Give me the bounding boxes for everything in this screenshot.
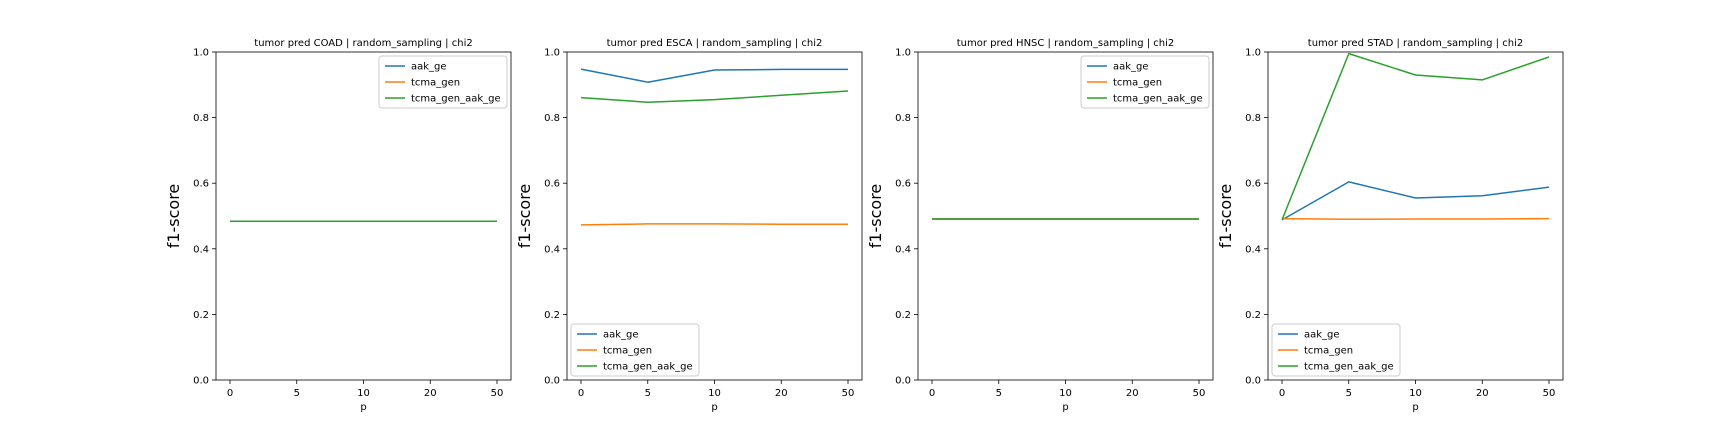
y-tick-label: 0.6 bbox=[1245, 179, 1261, 190]
y-tick-label: 0.2 bbox=[544, 310, 560, 321]
chart-title: tumor pred HNSC | random_sampling | chi2 bbox=[957, 38, 1175, 49]
legend-box bbox=[1080, 55, 1210, 109]
legend-label: aak_ge bbox=[1304, 330, 1340, 341]
x-tick-label: 20 bbox=[1476, 388, 1489, 399]
y-tick-label: 0.0 bbox=[193, 376, 209, 387]
legend-label: tcma_gen bbox=[411, 78, 460, 89]
x-tick-label: 5 bbox=[645, 388, 651, 399]
legend-label: tcma_gen_aak_ge bbox=[411, 94, 501, 105]
legend-label: tcma_gen_aak_ge bbox=[1304, 362, 1394, 373]
y-tick-label: 1.0 bbox=[895, 48, 911, 59]
legend-box bbox=[1271, 323, 1401, 377]
x-tick-label: 20 bbox=[424, 388, 437, 399]
x-tick-label: 20 bbox=[1126, 388, 1139, 399]
x-axis-label: p bbox=[711, 402, 717, 413]
x-axis-label: p bbox=[1412, 402, 1418, 413]
x-tick-label: 10 bbox=[1059, 388, 1072, 399]
legend-label: aak_ge bbox=[1113, 62, 1149, 73]
legend-label: aak_ge bbox=[603, 330, 639, 341]
legend-label: tcma_gen_aak_ge bbox=[1113, 94, 1203, 105]
chart-title: tumor pred STAD | random_sampling | chi2 bbox=[1308, 38, 1523, 49]
x-tick-label: 5 bbox=[996, 388, 1002, 399]
x-tick-label: 10 bbox=[708, 388, 721, 399]
legend-label: tcma_gen bbox=[1113, 78, 1162, 89]
y-axis-label: f1-score bbox=[515, 184, 534, 249]
y-axis-label: f1-score bbox=[866, 184, 885, 249]
y-tick-label: 0.8 bbox=[895, 113, 911, 124]
subplot-3: tumor pred HNSC | random_sampling | chi2… bbox=[866, 38, 1214, 413]
legend-box bbox=[378, 55, 508, 109]
x-tick-label: 0 bbox=[1279, 388, 1285, 399]
legend-label: tcma_gen_aak_ge bbox=[603, 362, 693, 373]
x-tick-label: 0 bbox=[578, 388, 584, 399]
subplot-4: tumor pred STAD | random_sampling | chi2… bbox=[1216, 38, 1564, 413]
legend-label: tcma_gen bbox=[603, 346, 652, 357]
series-line-tcma_gen bbox=[1281, 217, 1550, 221]
x-tick-label: 50 bbox=[842, 388, 855, 399]
x-tick-label: 20 bbox=[775, 388, 788, 399]
legend: aak_ge tcma_gen tcma_gen_aak_ge bbox=[1271, 323, 1401, 377]
y-axis-label: f1-score bbox=[1216, 184, 1235, 249]
subplot-1: tumor pred COAD | random_sampling | chi2… bbox=[164, 38, 512, 413]
x-tick-label: 50 bbox=[1193, 388, 1206, 399]
legend: aak_ge tcma_gen tcma_gen_aak_ge bbox=[378, 55, 508, 109]
y-tick-label: 0.6 bbox=[895, 179, 911, 190]
chart-title: tumor pred ESCA | random_sampling | chi2 bbox=[607, 38, 823, 49]
subplot-2: tumor pred ESCA | random_sampling | chi2… bbox=[515, 38, 863, 413]
y-tick-label: 0.2 bbox=[193, 310, 209, 321]
y-axis-label: f1-score bbox=[164, 184, 183, 249]
legend-label: aak_ge bbox=[411, 62, 447, 73]
chart-title: tumor pred COAD | random_sampling | chi2 bbox=[254, 38, 472, 49]
y-tick-label: 0.4 bbox=[544, 244, 560, 255]
series-line-tcma_gen_aak_ge bbox=[580, 90, 849, 103]
legend-label: tcma_gen bbox=[1304, 346, 1353, 357]
legend: aak_ge tcma_gen tcma_gen_aak_ge bbox=[1080, 55, 1210, 109]
x-tick-label: 10 bbox=[1409, 388, 1422, 399]
y-tick-label: 0.2 bbox=[1245, 310, 1261, 321]
y-tick-label: 0.6 bbox=[193, 179, 209, 190]
series-line-aak_ge bbox=[580, 68, 848, 83]
y-tick-label: 0.2 bbox=[895, 310, 911, 321]
y-tick-label: 0.4 bbox=[895, 244, 911, 255]
series-line-aak_ge bbox=[1281, 181, 1550, 221]
y-tick-label: 0.4 bbox=[193, 244, 209, 255]
y-tick-label: 0.0 bbox=[1245, 376, 1261, 387]
y-tick-label: 1.0 bbox=[544, 48, 560, 59]
x-tick-label: 5 bbox=[1346, 388, 1352, 399]
y-tick-label: 0.0 bbox=[895, 376, 911, 387]
x-tick-label: 5 bbox=[294, 388, 300, 399]
x-axis-label: p bbox=[1062, 402, 1068, 413]
y-tick-label: 0.6 bbox=[544, 179, 560, 190]
series-line-tcma_gen_aak_ge bbox=[1281, 52, 1550, 221]
legend-box bbox=[570, 323, 700, 377]
x-tick-label: 10 bbox=[357, 388, 370, 399]
y-tick-label: 0.4 bbox=[1245, 244, 1261, 255]
y-tick-label: 0.8 bbox=[193, 113, 209, 124]
x-tick-label: 50 bbox=[1543, 388, 1556, 399]
y-tick-label: 0.8 bbox=[544, 113, 560, 124]
x-tick-label: 0 bbox=[929, 388, 935, 399]
legend: aak_ge tcma_gen tcma_gen_aak_ge bbox=[570, 323, 700, 377]
x-tick-label: 0 bbox=[227, 388, 233, 399]
y-tick-label: 0.0 bbox=[544, 376, 560, 387]
y-tick-label: 0.8 bbox=[1245, 113, 1261, 124]
series-line-tcma_gen bbox=[580, 223, 848, 226]
y-tick-label: 1.0 bbox=[1245, 48, 1261, 59]
y-tick-label: 1.0 bbox=[193, 48, 209, 59]
x-axis-label: p bbox=[360, 402, 366, 413]
x-tick-label: 50 bbox=[491, 388, 504, 399]
